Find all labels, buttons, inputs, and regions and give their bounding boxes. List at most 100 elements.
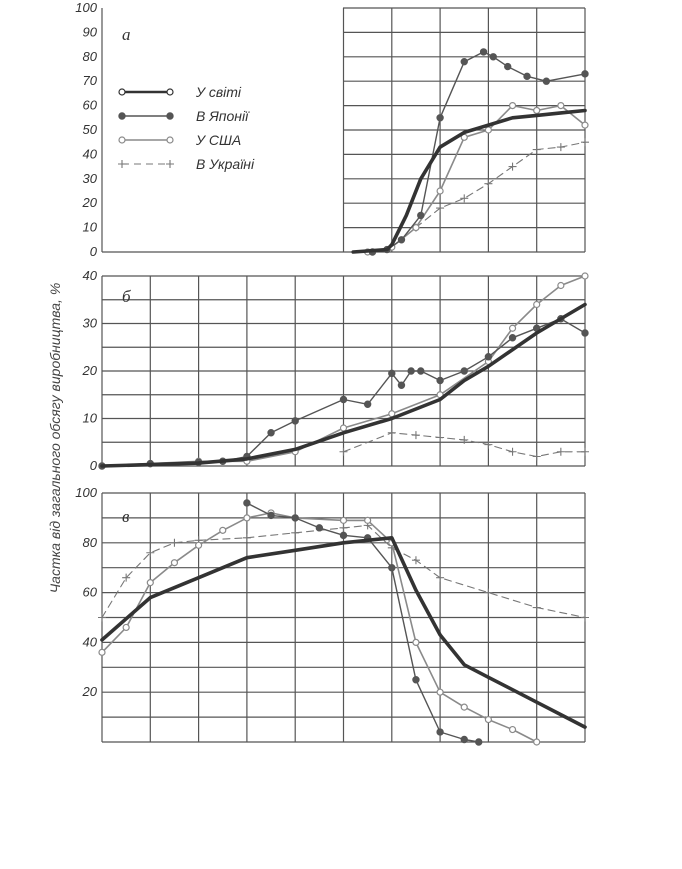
series-ukraine bbox=[98, 521, 589, 622]
data-point-usa bbox=[581, 272, 589, 280]
data-point-ukraine bbox=[460, 435, 469, 444]
series-line-world bbox=[100, 536, 587, 729]
data-point-japan bbox=[397, 381, 406, 389]
data-point-usa bbox=[364, 516, 372, 524]
grid-panel-2 bbox=[101, 275, 586, 467]
data-point-ukraine bbox=[508, 447, 517, 456]
legend-item-world: У світі bbox=[118, 84, 242, 100]
y-tick-label: 0 bbox=[90, 458, 98, 473]
data-point-japan bbox=[397, 236, 406, 244]
data-point-ukraine bbox=[339, 523, 348, 532]
data-point-ukraine bbox=[339, 447, 348, 456]
data-point-ukraine bbox=[556, 143, 565, 152]
y-tick-label: 60 bbox=[83, 585, 98, 600]
data-point-japan bbox=[508, 334, 517, 342]
data-point-usa bbox=[412, 224, 420, 232]
y-tick-label: 30 bbox=[83, 171, 98, 186]
data-point-ukraine bbox=[291, 528, 300, 537]
series-world bbox=[100, 536, 587, 729]
series-japan bbox=[243, 499, 483, 746]
series-world bbox=[100, 302, 587, 468]
data-point-japan bbox=[436, 728, 444, 736]
legend-item-japan: В Японії bbox=[118, 108, 250, 124]
data-point-usa bbox=[122, 623, 130, 632]
series-world bbox=[351, 108, 587, 254]
y-tick-label: 70 bbox=[83, 73, 98, 88]
data-point-japan bbox=[460, 367, 468, 375]
data-point-ukraine bbox=[581, 138, 589, 147]
data-point-usa bbox=[581, 121, 589, 129]
data-point-ukraine bbox=[411, 556, 420, 565]
data-point-usa bbox=[508, 725, 517, 734]
data-point-ukraine bbox=[436, 573, 445, 582]
y-tick-label: 20 bbox=[82, 684, 98, 699]
series-line-world bbox=[351, 108, 587, 254]
data-point-japan bbox=[388, 369, 396, 378]
data-point-usa bbox=[436, 688, 444, 696]
panel-1: 0 10 20 30 40 50 60 70 80 90 100 а bbox=[75, 0, 589, 259]
data-point-japan bbox=[436, 114, 444, 122]
panel-label: б bbox=[122, 287, 131, 306]
data-point-usa bbox=[98, 648, 106, 656]
data-point-usa bbox=[412, 638, 420, 647]
data-point-japan bbox=[315, 524, 324, 532]
data-point-usa bbox=[533, 106, 541, 115]
data-point-ukraine bbox=[581, 613, 589, 622]
data-point-usa bbox=[533, 300, 541, 309]
grid-panel-1 bbox=[101, 7, 586, 253]
y-tick-label: 50 bbox=[83, 122, 98, 137]
y-tick-label: 100 bbox=[75, 0, 97, 15]
series-line-ukraine bbox=[415, 141, 586, 229]
legend-label-world: У світі bbox=[195, 84, 242, 100]
y-tick-label: 10 bbox=[83, 220, 98, 235]
data-point-usa bbox=[557, 101, 565, 110]
legend-label-japan: В Японії bbox=[196, 108, 250, 124]
data-point-usa bbox=[557, 281, 565, 290]
data-point-japan bbox=[417, 367, 425, 375]
legend-item-usa: У США bbox=[118, 132, 241, 148]
legend-label-usa: У США bbox=[195, 132, 241, 148]
legend-marker-world bbox=[166, 88, 174, 96]
y-tick-label: 30 bbox=[83, 316, 98, 331]
y-tick-label: 0 bbox=[90, 244, 98, 259]
data-point-japan bbox=[460, 57, 468, 66]
data-point-japan bbox=[412, 676, 420, 684]
y-tick-label: 10 bbox=[83, 411, 98, 426]
data-point-usa bbox=[195, 541, 203, 549]
legend-marker-usa bbox=[166, 136, 174, 144]
legend-marker-usa bbox=[118, 136, 126, 144]
data-point-usa bbox=[436, 187, 444, 195]
legend-marker-ukraine bbox=[118, 160, 126, 168]
data-point-japan bbox=[363, 400, 372, 408]
legend-marker-japan bbox=[166, 112, 174, 120]
y-tick-label: 40 bbox=[83, 634, 98, 649]
panel-2: 0 10 20 30 40 б bbox=[82, 268, 589, 473]
data-point-japan bbox=[484, 353, 493, 361]
panel-label: а bbox=[122, 25, 131, 44]
data-point-japan bbox=[504, 62, 512, 71]
series-line-usa bbox=[101, 512, 538, 743]
data-point-japan bbox=[436, 376, 444, 385]
y-tick-label: 20 bbox=[82, 195, 98, 210]
data-point-usa bbox=[508, 101, 517, 110]
data-point-japan bbox=[489, 53, 497, 61]
legend-item-ukraine: В Україні bbox=[118, 156, 255, 172]
legend-marker-world bbox=[118, 88, 126, 96]
data-point-usa bbox=[508, 324, 517, 332]
series-line-japan bbox=[246, 502, 480, 743]
y-tick-label: 40 bbox=[83, 146, 98, 161]
y-tick-label: 20 bbox=[82, 363, 98, 378]
data-point-usa bbox=[243, 514, 251, 522]
y-tick-label: 100 bbox=[75, 485, 97, 500]
legend: У світі В Японії У США В Україні bbox=[118, 84, 255, 172]
series-line-ukraine bbox=[342, 432, 586, 458]
data-point-ukraine bbox=[532, 145, 541, 154]
data-point-japan bbox=[339, 531, 348, 540]
data-point-japan bbox=[581, 329, 589, 337]
series-ukraine bbox=[411, 138, 589, 232]
data-point-usa bbox=[170, 559, 179, 567]
data-point-ukraine bbox=[98, 613, 106, 622]
y-tick-label: 60 bbox=[83, 98, 98, 113]
series-ukraine bbox=[339, 428, 589, 461]
